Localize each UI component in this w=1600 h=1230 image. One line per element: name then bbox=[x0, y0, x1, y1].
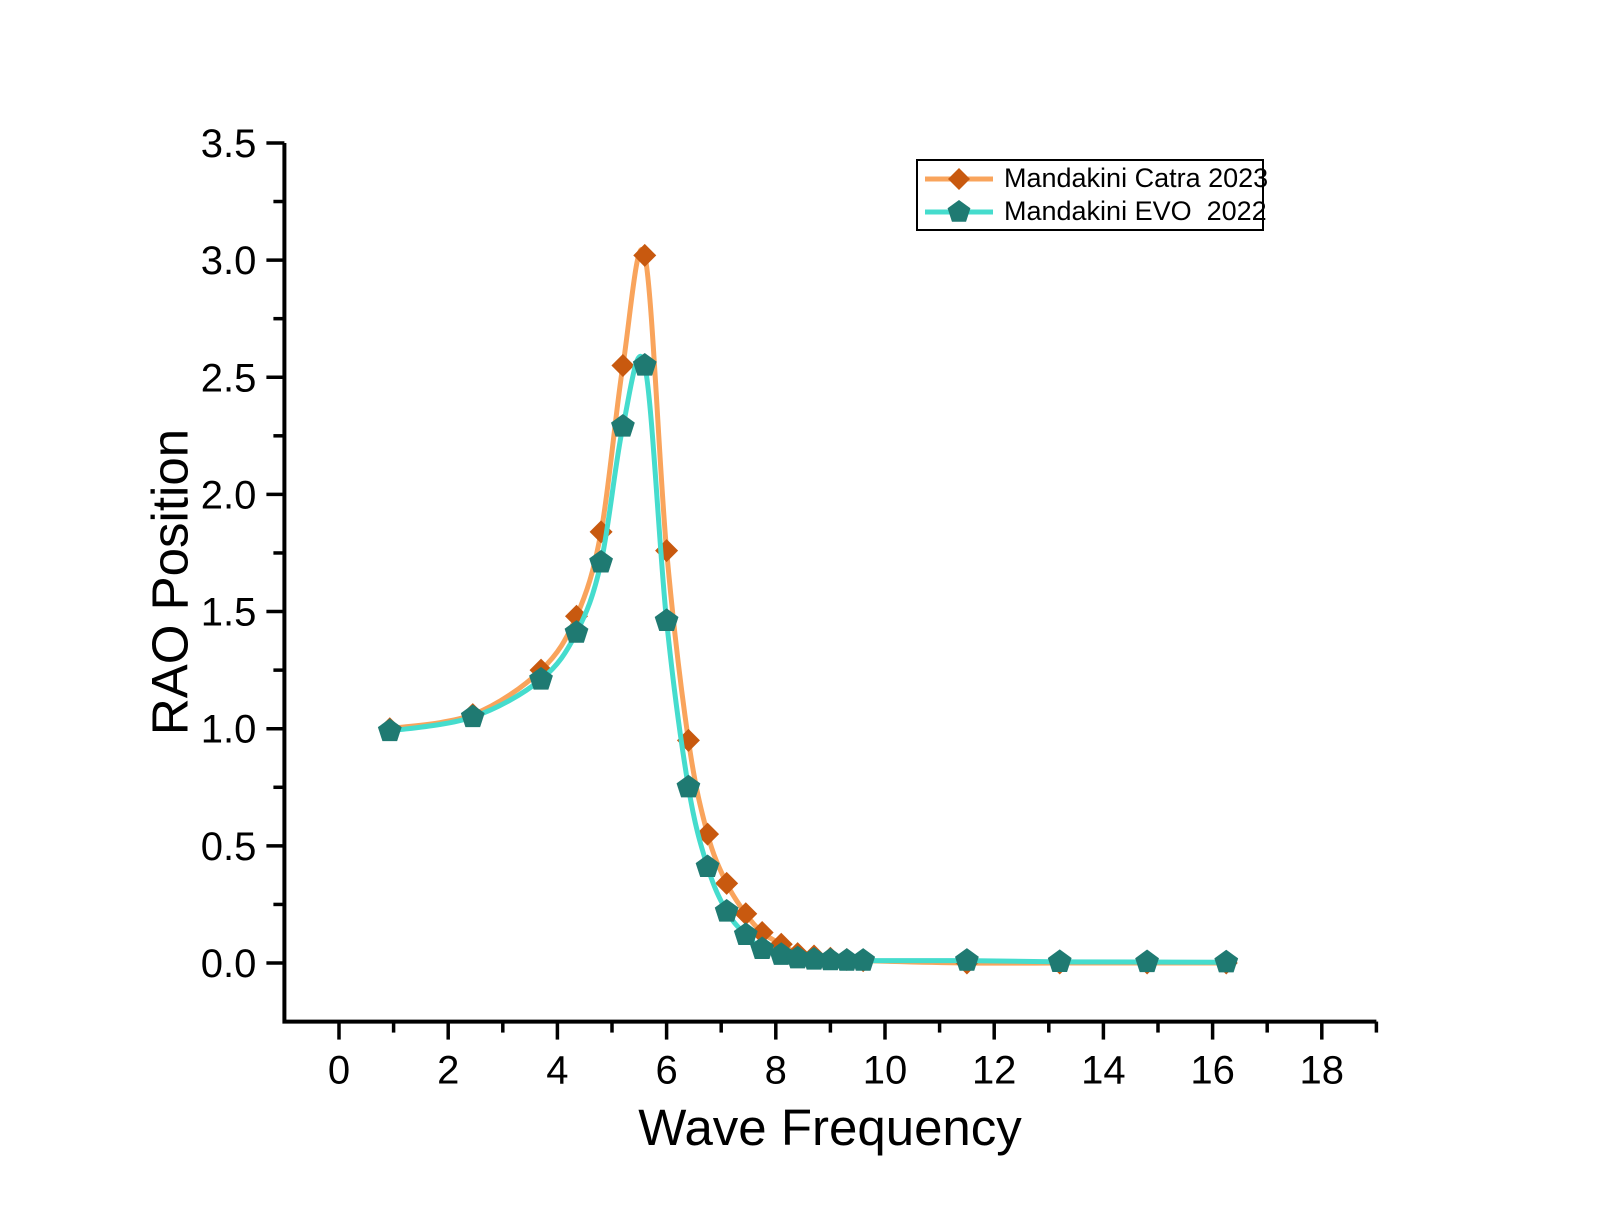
x-tick-label: 16 bbox=[1190, 1049, 1235, 1093]
x-tick-label: 10 bbox=[863, 1049, 908, 1093]
x-tick-label: 12 bbox=[972, 1049, 1017, 1093]
x-tick-label: 4 bbox=[546, 1049, 568, 1093]
diamond-data-point-marker bbox=[611, 354, 635, 378]
pentagon-data-point-marker bbox=[802, 946, 826, 970]
pentagon-data-point-marker bbox=[1047, 949, 1072, 972]
legend-sample-diamond-icon bbox=[925, 167, 993, 190]
pentagon-data-point-marker bbox=[834, 948, 859, 971]
diamond-data-point-marker bbox=[715, 871, 739, 895]
legend-sample-marker bbox=[948, 167, 970, 190]
y-tick-label: 3.5 bbox=[201, 122, 257, 166]
axis-lines bbox=[282, 142, 1377, 1024]
y-tick-label: 0.5 bbox=[201, 825, 257, 869]
x-tick-label: 6 bbox=[655, 1049, 677, 1093]
x-tick-label: 8 bbox=[765, 1049, 787, 1093]
pentagon-data-point-marker bbox=[460, 704, 485, 728]
legend-item-mandakini-evo-2022: Mandakini EVO 2022 bbox=[923, 196, 1267, 227]
y-tick-label: 2.5 bbox=[201, 356, 257, 400]
pentagon-data-point-marker bbox=[589, 549, 613, 573]
x-tick-label: 18 bbox=[1300, 1049, 1345, 1093]
data-series bbox=[377, 243, 1239, 975]
legend: Mandakini Catra 2023 Mandakini EVO 2022 bbox=[916, 159, 1268, 231]
legend-sample-pentagon-icon bbox=[925, 199, 993, 222]
pentagon-data-point-marker bbox=[377, 718, 402, 742]
legend-label: Mandakini EVO 2022 bbox=[1004, 196, 1267, 226]
pentagon-data-point-marker bbox=[1214, 949, 1239, 973]
pentagon-data-point-marker bbox=[714, 898, 739, 922]
diamond-data-point-marker bbox=[633, 243, 657, 267]
axis-tick-labels: 0 2 4 6 8 10 12 14 16 18 0.0 0.5 1.0 1.5 2.0 2.5 3.0 3.5 bbox=[201, 122, 1344, 1093]
pentagon-data-point-marker bbox=[632, 353, 657, 376]
y-tick-label: 3.0 bbox=[201, 239, 257, 283]
y-tick-label: 2.0 bbox=[201, 473, 257, 517]
y-tick-label: 0.0 bbox=[201, 942, 257, 986]
axis-ticks bbox=[266, 141, 1379, 1040]
pentagon-data-point-marker bbox=[818, 947, 843, 971]
x-tick-label: 0 bbox=[328, 1049, 350, 1093]
y-tick-label: 1.5 bbox=[201, 591, 257, 635]
series-line-mandakini-catra-2023 bbox=[387, 246, 1229, 966]
diamond-data-point-marker bbox=[750, 921, 774, 945]
pentagon-data-point-marker bbox=[1135, 949, 1159, 973]
pentagon-data-point-marker bbox=[785, 945, 810, 969]
pentagon-data-point-marker bbox=[695, 854, 720, 878]
diamond-data-point-marker bbox=[734, 902, 758, 926]
legend-sample-marker bbox=[947, 199, 971, 222]
x-tick-label: 2 bbox=[437, 1049, 459, 1093]
x-tick-label: 14 bbox=[1081, 1049, 1126, 1093]
y-axis-title: RAO Position bbox=[141, 428, 199, 736]
legend-item-mandakini-catra-2023: Mandakini Catra 2023 bbox=[923, 163, 1268, 194]
legend-label: Mandakini Catra 2023 bbox=[1004, 163, 1269, 193]
pentagon-data-point-marker bbox=[955, 948, 979, 971]
pentagon-data-point-marker bbox=[564, 620, 589, 643]
x-axis-title: Wave Frequency bbox=[638, 1099, 1022, 1156]
series-line-mandakini-evo-2022 bbox=[387, 354, 1229, 965]
pentagon-data-point-marker bbox=[750, 936, 775, 960]
pentagon-data-point-marker bbox=[611, 413, 635, 437]
pentagon-data-point-marker bbox=[769, 942, 794, 965]
pentagon-data-point-marker bbox=[676, 774, 701, 798]
pentagon-data-point-marker bbox=[851, 948, 876, 971]
pentagon-data-point-marker bbox=[733, 922, 758, 945]
pentagon-data-point-marker bbox=[529, 667, 553, 690]
y-tick-label: 1.0 bbox=[201, 708, 257, 752]
pentagon-data-point-marker bbox=[654, 608, 679, 632]
axes bbox=[282, 142, 1377, 1024]
